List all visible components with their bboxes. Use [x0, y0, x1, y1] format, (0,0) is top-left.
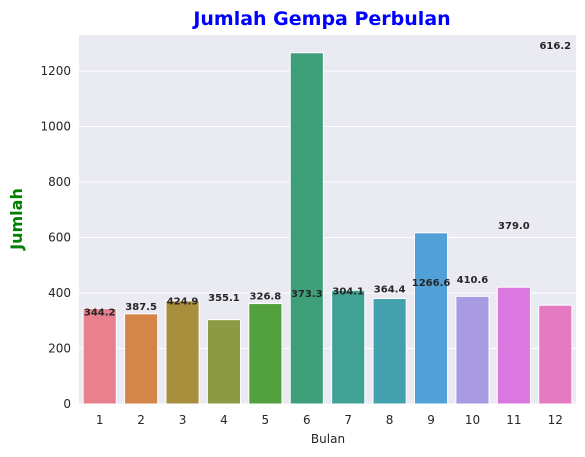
bar-month-11 [496, 286, 531, 405]
x-tick-label: 11 [506, 413, 521, 427]
x-tick-label: 2 [137, 413, 145, 427]
bar-month-1 [82, 308, 117, 405]
x-tick-label: 5 [262, 413, 270, 427]
x-tick-label: 8 [386, 413, 394, 427]
bar-month-7 [331, 289, 366, 405]
y-axis-label: Jumlah [7, 188, 26, 251]
y-tick-label: 400 [48, 286, 71, 300]
x-tick-label: 1 [96, 413, 104, 427]
data-label: 326.8 [250, 292, 282, 303]
bar-month-2 [124, 313, 159, 405]
data-label: 355.1 [208, 293, 240, 304]
y-axis-ticks: 0 200 400 600 800 1000 1200 [40, 64, 71, 411]
bar-month-10 [455, 295, 490, 405]
bar-month-4 [206, 319, 242, 405]
data-label: 373.3 [291, 289, 323, 300]
x-tick-label: 7 [344, 413, 352, 427]
y-tick-label: 800 [48, 175, 71, 189]
y-tick-label: 600 [48, 231, 71, 245]
data-labels: 344.2 387.5 424.9 355.1 326.8 373.3 304.1 364.4… [84, 41, 571, 319]
bar-month-3 [165, 300, 200, 405]
y-tick-label: 1200 [40, 64, 71, 78]
data-label: 344.2 [84, 308, 116, 319]
data-label: 387.5 [125, 302, 157, 313]
x-axis-label: Bulan [311, 432, 345, 446]
y-tick-label: 200 [48, 342, 71, 356]
bar-month-9 [413, 232, 449, 405]
bar-month-12 [538, 304, 573, 405]
bar-month-5 [248, 303, 283, 405]
x-tick-label: 4 [220, 413, 228, 427]
y-tick-label: 1000 [40, 120, 71, 134]
data-label: 424.9 [167, 297, 199, 308]
x-tick-label: 12 [548, 413, 563, 427]
chart-title: Jumlah Gempa Perbulan [191, 8, 450, 30]
data-label: 379.0 [498, 221, 530, 232]
y-tick-label: 0 [63, 397, 71, 411]
data-label: 364.4 [374, 284, 406, 295]
data-label: 616.2 [539, 41, 571, 52]
data-label: 1266.6 [412, 278, 451, 289]
x-tick-label: 6 [303, 413, 311, 427]
bar-month-6 [289, 52, 324, 405]
data-label: 410.6 [457, 275, 489, 286]
gridlines [79, 70, 576, 405]
x-tick-label: 9 [427, 413, 435, 427]
x-tick-label: 3 [179, 413, 187, 427]
plot-area [79, 35, 576, 404]
bar-month-8 [372, 298, 407, 405]
bars [82, 52, 573, 405]
x-axis-ticks: 1 2 3 4 5 6 7 8 9 10 11 12 [96, 413, 563, 427]
data-label: 304.1 [332, 287, 364, 298]
x-tick-label: 10 [465, 413, 480, 427]
